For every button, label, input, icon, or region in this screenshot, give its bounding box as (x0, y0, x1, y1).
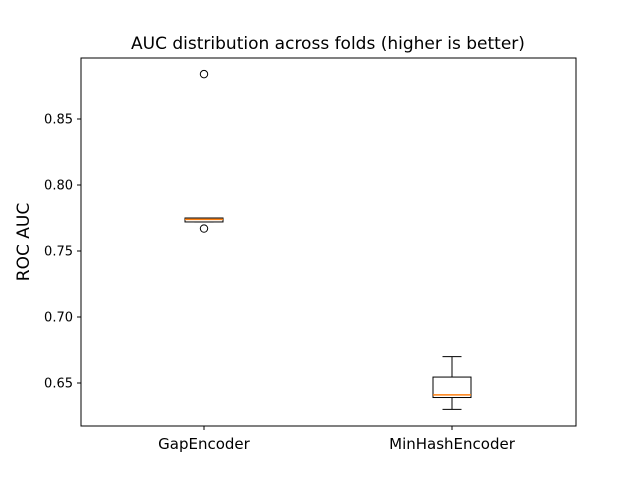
box-gapencoder (184, 69, 224, 233)
y-tick-label: 0.85 (44, 113, 73, 128)
y-tick-label: 0.65 (44, 377, 73, 392)
y-tick-label: 0.75 (44, 245, 73, 260)
y-axis-label: ROC AUC (14, 203, 34, 281)
x-tick-label: MinHashEncoder (389, 435, 516, 453)
y-tick-label: 0.70 (44, 311, 73, 326)
x-tick-label: GapEncoder (158, 435, 250, 453)
outlier-point (199, 69, 209, 79)
outlier-point (199, 224, 209, 233)
plot-area (80, 57, 577, 427)
x-axis-ticks: GapEncoder MinHashEncoder (158, 426, 516, 453)
box-minhashencoder (432, 356, 472, 410)
boxes (184, 69, 472, 410)
y-axis-ticks: 0.65 0.70 0.75 0.80 0.85 (44, 113, 81, 392)
chart-title: AUC distribution across folds (higher is… (131, 34, 525, 54)
y-tick-label: 0.80 (44, 179, 73, 194)
